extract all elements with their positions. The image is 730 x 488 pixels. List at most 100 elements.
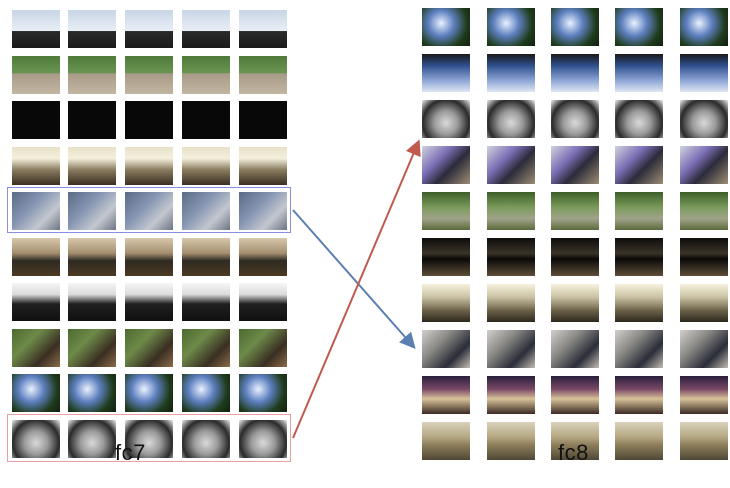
fc8-thumbnail bbox=[487, 100, 535, 138]
thumbnail-image bbox=[680, 192, 728, 230]
thumbnail-image bbox=[239, 101, 287, 139]
thumbnail-image bbox=[615, 422, 663, 460]
thumbnail-image bbox=[68, 419, 116, 458]
thumbnail-image bbox=[422, 422, 470, 460]
fc7-thumbnail bbox=[125, 55, 173, 94]
thumbnail-image bbox=[615, 146, 663, 184]
fc7-thumbnail bbox=[68, 283, 116, 321]
thumbnail-image bbox=[487, 146, 535, 184]
fc7-thumbnail bbox=[12, 419, 60, 458]
fc8-thumbnail bbox=[680, 192, 728, 230]
fc7-thumbnail bbox=[68, 419, 116, 458]
thumbnail-image bbox=[680, 146, 728, 184]
thumbnail-image bbox=[239, 283, 287, 321]
fc8-thumbnail bbox=[615, 376, 663, 414]
thumbnail-image bbox=[551, 238, 599, 276]
thumbnail-image bbox=[422, 146, 470, 184]
fc7-thumbnail bbox=[239, 192, 287, 230]
fc8-thumbnail bbox=[422, 192, 470, 230]
fc7-thumbnail bbox=[12, 374, 60, 412]
thumbnail-image bbox=[182, 374, 230, 412]
fc8-thumbnail bbox=[615, 238, 663, 276]
red-arrow bbox=[292, 139, 421, 439]
fc7-thumbnail bbox=[239, 283, 287, 321]
fc8-thumbnail bbox=[680, 284, 728, 322]
thumbnail-image bbox=[239, 10, 287, 48]
fc7-thumbnail bbox=[68, 328, 116, 367]
fc7-thumbnail bbox=[182, 419, 230, 458]
fc8-thumbnail bbox=[422, 146, 470, 184]
thumbnail-image bbox=[12, 55, 60, 94]
fc8-thumbnail bbox=[615, 330, 663, 368]
fc7-thumbnail bbox=[12, 146, 60, 185]
thumbnail-image bbox=[182, 146, 230, 185]
fc8-thumbnail bbox=[422, 330, 470, 368]
thumbnail-image bbox=[422, 192, 470, 230]
fc7-thumbnail bbox=[68, 55, 116, 94]
thumbnail-image bbox=[182, 101, 230, 139]
thumbnail-image bbox=[487, 238, 535, 276]
thumbnail-image bbox=[615, 8, 663, 46]
thumbnail-image bbox=[125, 55, 173, 94]
fc7-thumbnail bbox=[239, 419, 287, 458]
fc7-label: fc7 bbox=[115, 440, 146, 465]
fc7-thumbnail bbox=[239, 55, 287, 94]
thumbnail-image bbox=[680, 376, 728, 414]
thumbnail-image bbox=[422, 376, 470, 414]
thumbnail-image bbox=[125, 10, 173, 48]
thumbnail-image bbox=[615, 330, 663, 368]
fc8-thumbnail bbox=[551, 238, 599, 276]
fc7-thumbnail bbox=[68, 146, 116, 185]
thumbnail-image bbox=[487, 100, 535, 138]
fc7-thumbnail bbox=[182, 328, 230, 367]
fc7-thumbnail bbox=[125, 328, 173, 367]
thumbnail-image bbox=[680, 100, 728, 138]
thumbnail-image bbox=[125, 328, 173, 367]
thumbnail-image bbox=[422, 100, 470, 138]
thumbnail-image bbox=[680, 8, 728, 46]
fc7-thumbnail bbox=[182, 101, 230, 139]
fc7-thumbnail bbox=[182, 237, 230, 276]
thumbnail-image bbox=[551, 422, 599, 460]
thumbnail-image bbox=[125, 237, 173, 276]
thumbnail-image bbox=[12, 419, 60, 458]
fc8-thumbnail bbox=[551, 146, 599, 184]
thumbnail-image bbox=[422, 284, 470, 322]
fc8-thumbnail bbox=[680, 54, 728, 92]
thumbnail-image bbox=[68, 328, 116, 367]
thumbnail-image bbox=[551, 146, 599, 184]
thumbnail-image bbox=[615, 54, 663, 92]
fc7-thumbnail bbox=[68, 192, 116, 230]
fc8-thumbnail bbox=[551, 422, 599, 460]
thumbnail-image bbox=[615, 100, 663, 138]
fc7-thumbnail bbox=[12, 192, 60, 230]
thumbnail-image bbox=[239, 328, 287, 367]
fc7-highlight-box-red bbox=[7, 414, 291, 462]
thumbnail-image bbox=[125, 419, 173, 458]
fc7-thumbnail bbox=[12, 10, 60, 48]
fc8-thumbnail bbox=[680, 376, 728, 414]
fc7-thumbnail bbox=[239, 101, 287, 139]
thumbnail-image bbox=[68, 146, 116, 185]
fc7-thumbnail bbox=[182, 55, 230, 94]
thumbnail-image bbox=[680, 284, 728, 322]
fc7-thumbnail bbox=[125, 419, 173, 458]
fc8-thumbnail bbox=[615, 100, 663, 138]
thumbnail-image bbox=[239, 419, 287, 458]
thumbnail-image bbox=[12, 283, 60, 321]
thumbnail-image bbox=[182, 283, 230, 321]
fc7-thumbnail bbox=[125, 101, 173, 139]
fc8-thumbnail bbox=[422, 284, 470, 322]
fc8-thumbnail bbox=[487, 146, 535, 184]
fc8-thumbnail bbox=[680, 146, 728, 184]
fc8-thumbnail bbox=[487, 284, 535, 322]
thumbnail-image bbox=[12, 374, 60, 412]
fc8-thumbnail bbox=[422, 54, 470, 92]
thumbnail-image bbox=[551, 8, 599, 46]
fc8-thumbnail bbox=[422, 422, 470, 460]
thumbnail-image bbox=[12, 328, 60, 367]
fc8-thumbnail bbox=[487, 238, 535, 276]
fc7-thumbnail bbox=[125, 10, 173, 48]
fc7-thumbnail bbox=[125, 237, 173, 276]
thumbnail-image bbox=[551, 330, 599, 368]
